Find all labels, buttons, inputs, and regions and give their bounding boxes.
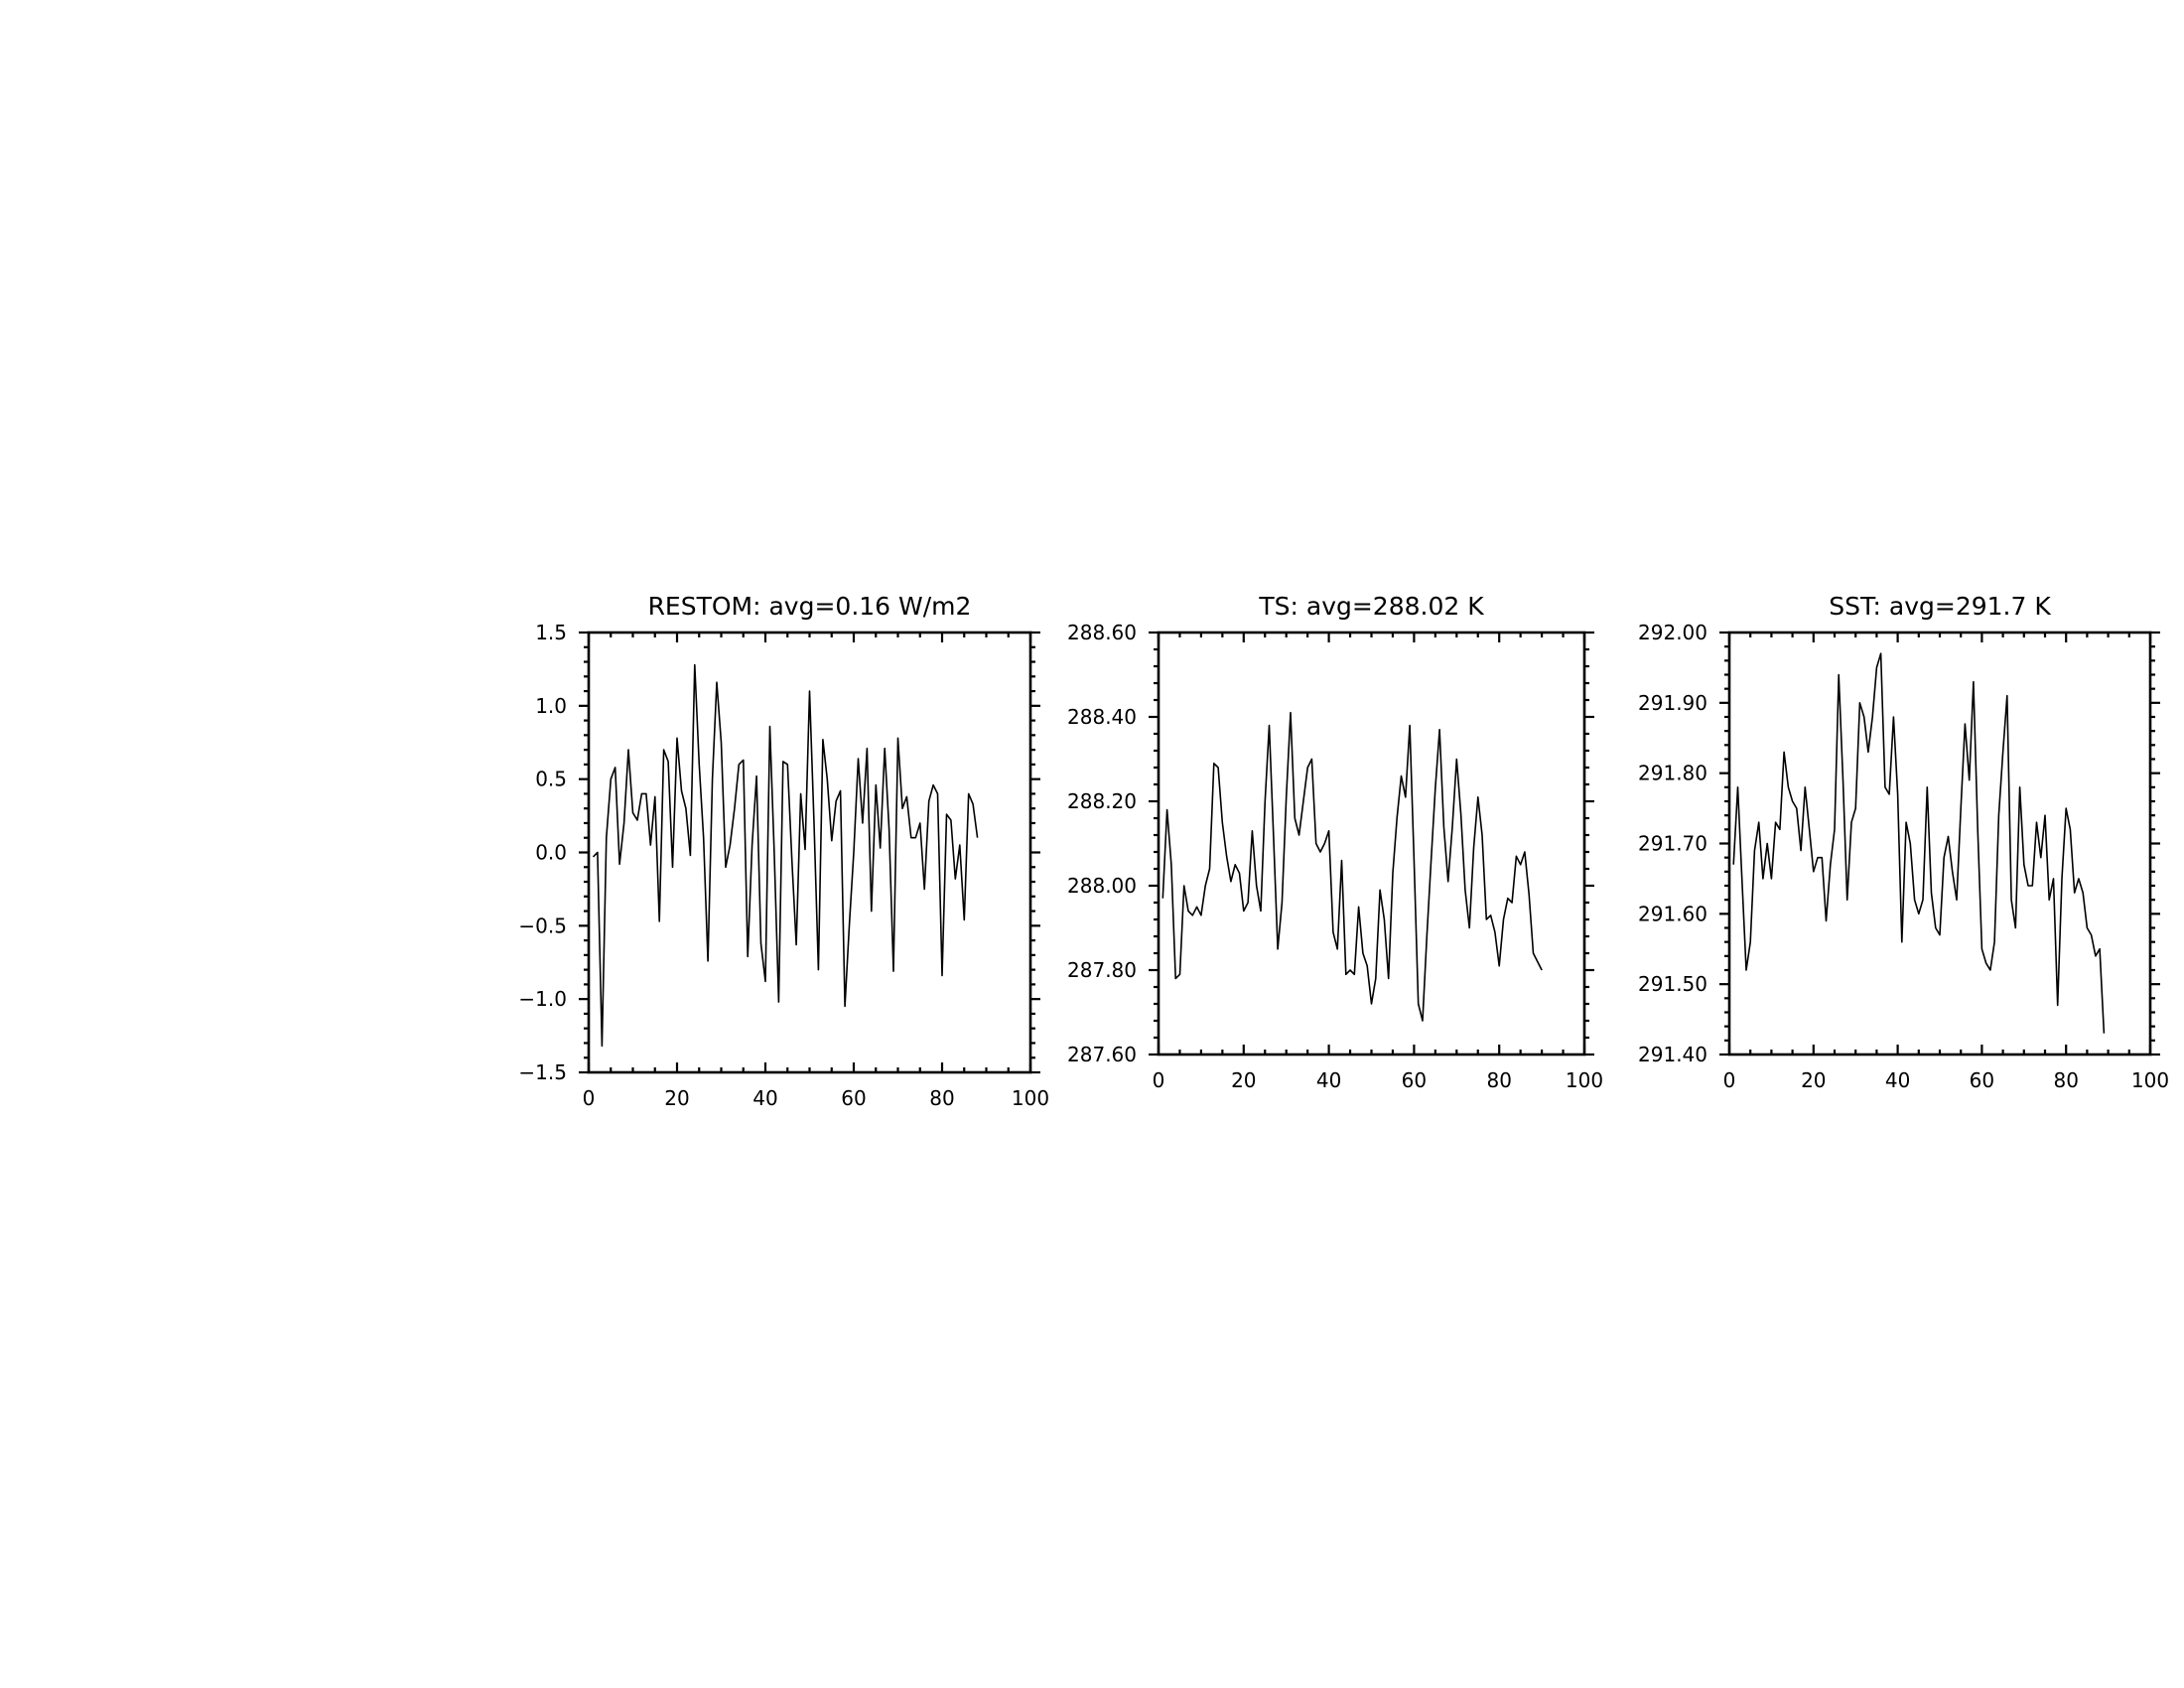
series-line — [1161, 711, 1543, 1022]
y-tick-label: 291.50 — [1638, 972, 1707, 996]
y-tick-label: −1.5 — [518, 1060, 567, 1084]
y-tick-label: 0.5 — [535, 768, 567, 791]
x-tick-label: 100 — [2131, 1068, 2169, 1092]
x-tick-label: 60 — [841, 1086, 866, 1110]
x-tick-label: 40 — [1316, 1068, 1341, 1092]
y-tick-label: 288.20 — [1067, 789, 1137, 813]
y-tick-label: 0.0 — [535, 841, 567, 865]
x-tick-label: 20 — [1231, 1068, 1256, 1092]
chart-panel: TS: avg=288.02 K 0 20 40 60 80 100 287.60 287.80… — [1067, 592, 1603, 1092]
y-tick-label: 287.60 — [1067, 1043, 1137, 1066]
x-tick-label: 100 — [1012, 1086, 1049, 1110]
series-line — [1732, 652, 2106, 1034]
x-tick-label: 80 — [929, 1086, 954, 1110]
y-tick-label: 291.60 — [1638, 902, 1707, 925]
y-tick-label: −0.5 — [518, 914, 567, 937]
x-tick-label: 60 — [1970, 1068, 1994, 1092]
y-tick-label: 288.60 — [1067, 621, 1137, 644]
y-tick-label: 291.80 — [1638, 762, 1707, 785]
x-tick-label: 0 — [1153, 1068, 1165, 1092]
chart-title: TS: avg=288.02 K — [1258, 592, 1484, 621]
x-tick-label: 40 — [752, 1086, 777, 1110]
plot-frame — [1157, 631, 1586, 1056]
x-tick-label: 0 — [583, 1086, 596, 1110]
series-line — [592, 663, 979, 1048]
x-tick-label: 20 — [664, 1086, 689, 1110]
chart-title: SST: avg=291.7 K — [1829, 592, 2051, 621]
y-tick-label: 288.40 — [1067, 705, 1137, 729]
x-tick-label: 100 — [1566, 1068, 1603, 1092]
y-tick-label: 288.00 — [1067, 874, 1137, 898]
y-tick-label: 292.00 — [1638, 621, 1707, 644]
x-tick-label: 0 — [1723, 1068, 1736, 1092]
chart-panel: RESTOM: avg=0.16 W/m2 0 20 40 60 80 100 −1.5 −1.… — [518, 592, 1049, 1110]
x-tick-label: 80 — [1486, 1068, 1511, 1092]
chart-title: RESTOM: avg=0.16 W/m2 — [648, 592, 972, 621]
x-tick-label: 40 — [1885, 1068, 1910, 1092]
y-tick-label: 291.70 — [1638, 832, 1707, 856]
y-tick-label: −1.0 — [518, 987, 567, 1011]
y-tick-label: 1.0 — [535, 694, 567, 718]
x-tick-label: 20 — [1801, 1068, 1826, 1092]
y-tick-label: 1.5 — [535, 621, 567, 644]
plot-frame — [1727, 631, 2152, 1056]
y-tick-label: 287.80 — [1067, 958, 1137, 982]
x-tick-label: 80 — [2053, 1068, 2078, 1092]
x-tick-label: 60 — [1402, 1068, 1427, 1092]
y-tick-label: 291.40 — [1638, 1043, 1707, 1066]
y-tick-label: 291.90 — [1638, 691, 1707, 715]
chart-panel: SST: avg=291.7 K 0 20 40 60 80 100 291.40 291.50… — [1638, 592, 2169, 1092]
